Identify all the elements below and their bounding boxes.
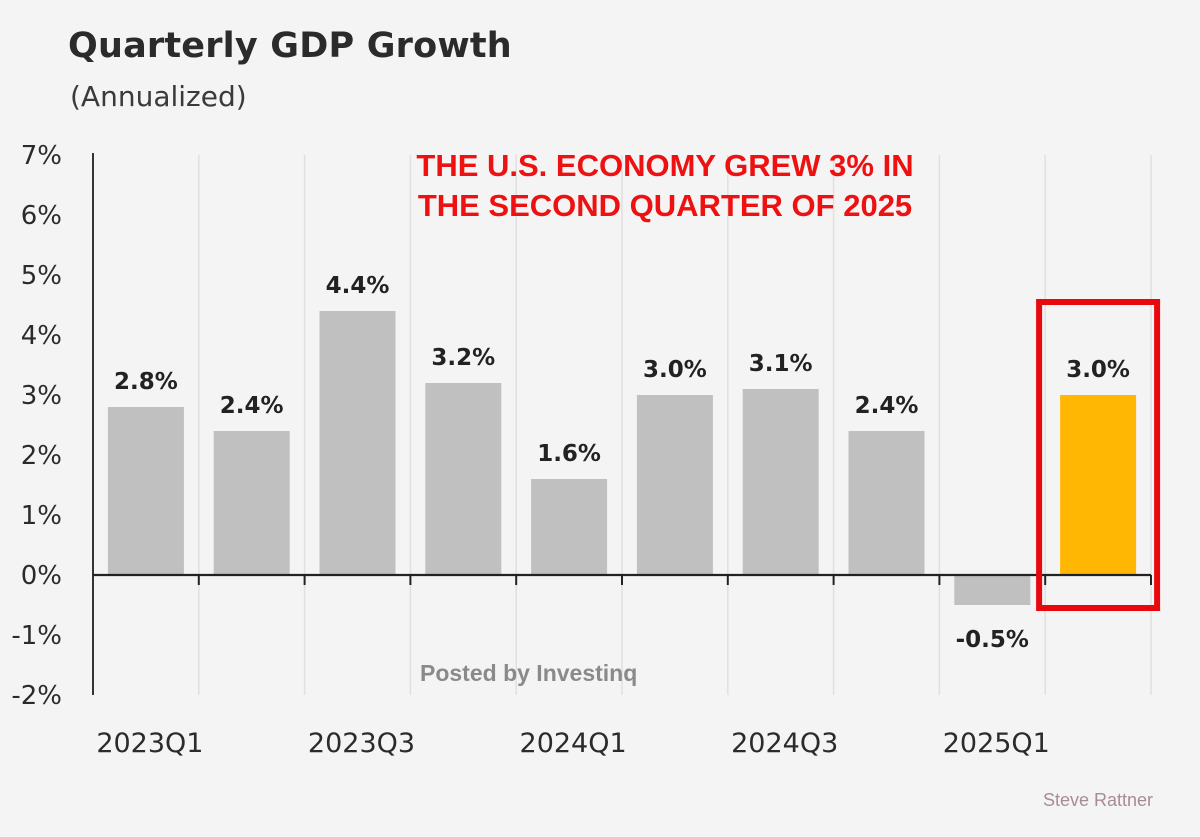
y-tick-label: -2% xyxy=(11,681,62,711)
source-credit: Steve Rattner xyxy=(1042,790,1153,810)
watermark: Posted by Investinq xyxy=(420,660,638,686)
bar-value-label: 3.1% xyxy=(749,351,813,377)
bar xyxy=(636,395,713,575)
y-tick-label: 0% xyxy=(21,561,62,591)
bar xyxy=(107,407,184,575)
x-tick-label: 2024Q1 xyxy=(520,728,627,759)
bar-value-label: 2.8% xyxy=(114,369,178,395)
y-tick-label: 1% xyxy=(21,501,62,531)
x-tick-label: 2023Q1 xyxy=(96,728,203,759)
y-tick-label: 4% xyxy=(21,321,62,351)
bar-value-label: 3.2% xyxy=(431,345,495,371)
annotation-line-2: THE SECOND QUARTER OF 2025 xyxy=(417,188,913,223)
bar xyxy=(213,431,290,575)
bar-value-label: 3.0% xyxy=(1066,357,1130,383)
bar-highlight xyxy=(1060,395,1137,575)
bar xyxy=(954,575,1031,605)
bar xyxy=(848,431,925,575)
y-tick-label: 6% xyxy=(21,201,62,231)
y-tick-label: 7% xyxy=(21,141,62,171)
bar xyxy=(742,389,819,575)
bar-value-label: 2.4% xyxy=(220,393,284,419)
y-tick-label: 5% xyxy=(21,261,62,291)
x-tick-label: 2023Q3 xyxy=(308,728,415,759)
y-tick-label: 2% xyxy=(21,441,62,471)
bar xyxy=(531,479,608,575)
annotation-text: THE U.S. ECONOMY GREW 3% IN THE SECOND Q… xyxy=(300,146,1030,226)
bar-value-label: -0.5% xyxy=(956,627,1029,653)
chart-subtitle: (Annualized) xyxy=(70,80,247,113)
x-tick-label: 2024Q3 xyxy=(731,728,838,759)
bar-value-label: 2.4% xyxy=(855,393,919,419)
y-tick-label: -1% xyxy=(11,621,62,651)
bar-value-label: 4.4% xyxy=(326,273,390,299)
chart-title: Quarterly GDP Growth xyxy=(68,26,512,66)
y-tick-label: 3% xyxy=(21,381,62,411)
bar xyxy=(425,383,502,575)
annotation-line-1: THE U.S. ECONOMY GREW 3% IN xyxy=(416,148,914,183)
bar-value-label: 3.0% xyxy=(643,357,707,383)
highlight-box xyxy=(1036,299,1161,611)
bar xyxy=(319,311,396,575)
bar-value-label: 1.6% xyxy=(537,441,601,467)
x-tick-label: 2025Q1 xyxy=(943,728,1050,759)
